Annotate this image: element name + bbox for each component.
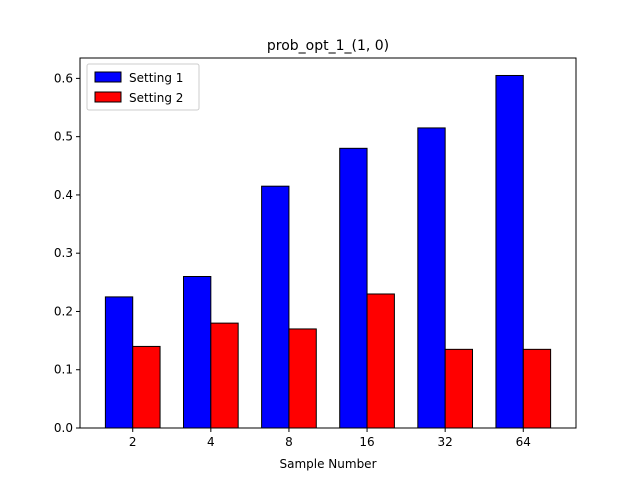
- bar-setting-1-16: [339, 147, 368, 429]
- legend-label-setting-1: Setting 1: [129, 71, 183, 85]
- y-tick-label: 0.1: [54, 363, 73, 377]
- chart-title: prob_opt_1_(1, 0): [267, 38, 389, 54]
- y-tick-label: 0.2: [54, 304, 73, 318]
- x-tick-label: 4: [207, 435, 215, 449]
- x-tick-label: 8: [285, 435, 293, 449]
- bars-layer: [104, 74, 552, 429]
- x-axis: 2 4 8 16 32 64: [129, 428, 531, 449]
- x-axis-label: Sample Number: [279, 457, 376, 471]
- x-tick-label: 32: [438, 435, 453, 449]
- bar-setting-2-8: [288, 328, 317, 429]
- y-axis: 0.0 0.1 0.2 0.3 0.4 0.5 0.6: [54, 71, 80, 435]
- y-tick-label: 0.4: [54, 188, 73, 202]
- bar-setting-1-2: [104, 296, 134, 429]
- x-tick-label: 16: [359, 435, 374, 449]
- y-tick-label: 0.3: [54, 246, 73, 260]
- y-tick-label: 0.0: [54, 421, 73, 435]
- bar-setting-2-2: [132, 345, 161, 429]
- y-tick-label: 0.5: [54, 130, 73, 144]
- bar-setting-1-64: [495, 74, 524, 429]
- bar-setting-2-16: [366, 293, 395, 429]
- plot-frame: [79, 57, 577, 429]
- bar-setting-2-32: [444, 348, 474, 429]
- bar-setting-1-4: [182, 276, 212, 429]
- legend-swatch-setting-2: [94, 91, 122, 103]
- x-tick-label: 64: [516, 435, 531, 449]
- bar-setting-1-8: [261, 185, 290, 429]
- legend: Setting 1 Setting 2: [86, 63, 200, 111]
- y-tick-label: 0.6: [54, 71, 73, 85]
- bar-setting-1-32: [417, 127, 446, 429]
- legend-label-setting-2: Setting 2: [129, 91, 183, 105]
- x-tick-label: 2: [129, 435, 137, 449]
- bar-setting-2-64: [522, 348, 552, 429]
- bar-setting-2-4: [210, 322, 239, 429]
- legend-swatch-setting-1: [94, 71, 122, 83]
